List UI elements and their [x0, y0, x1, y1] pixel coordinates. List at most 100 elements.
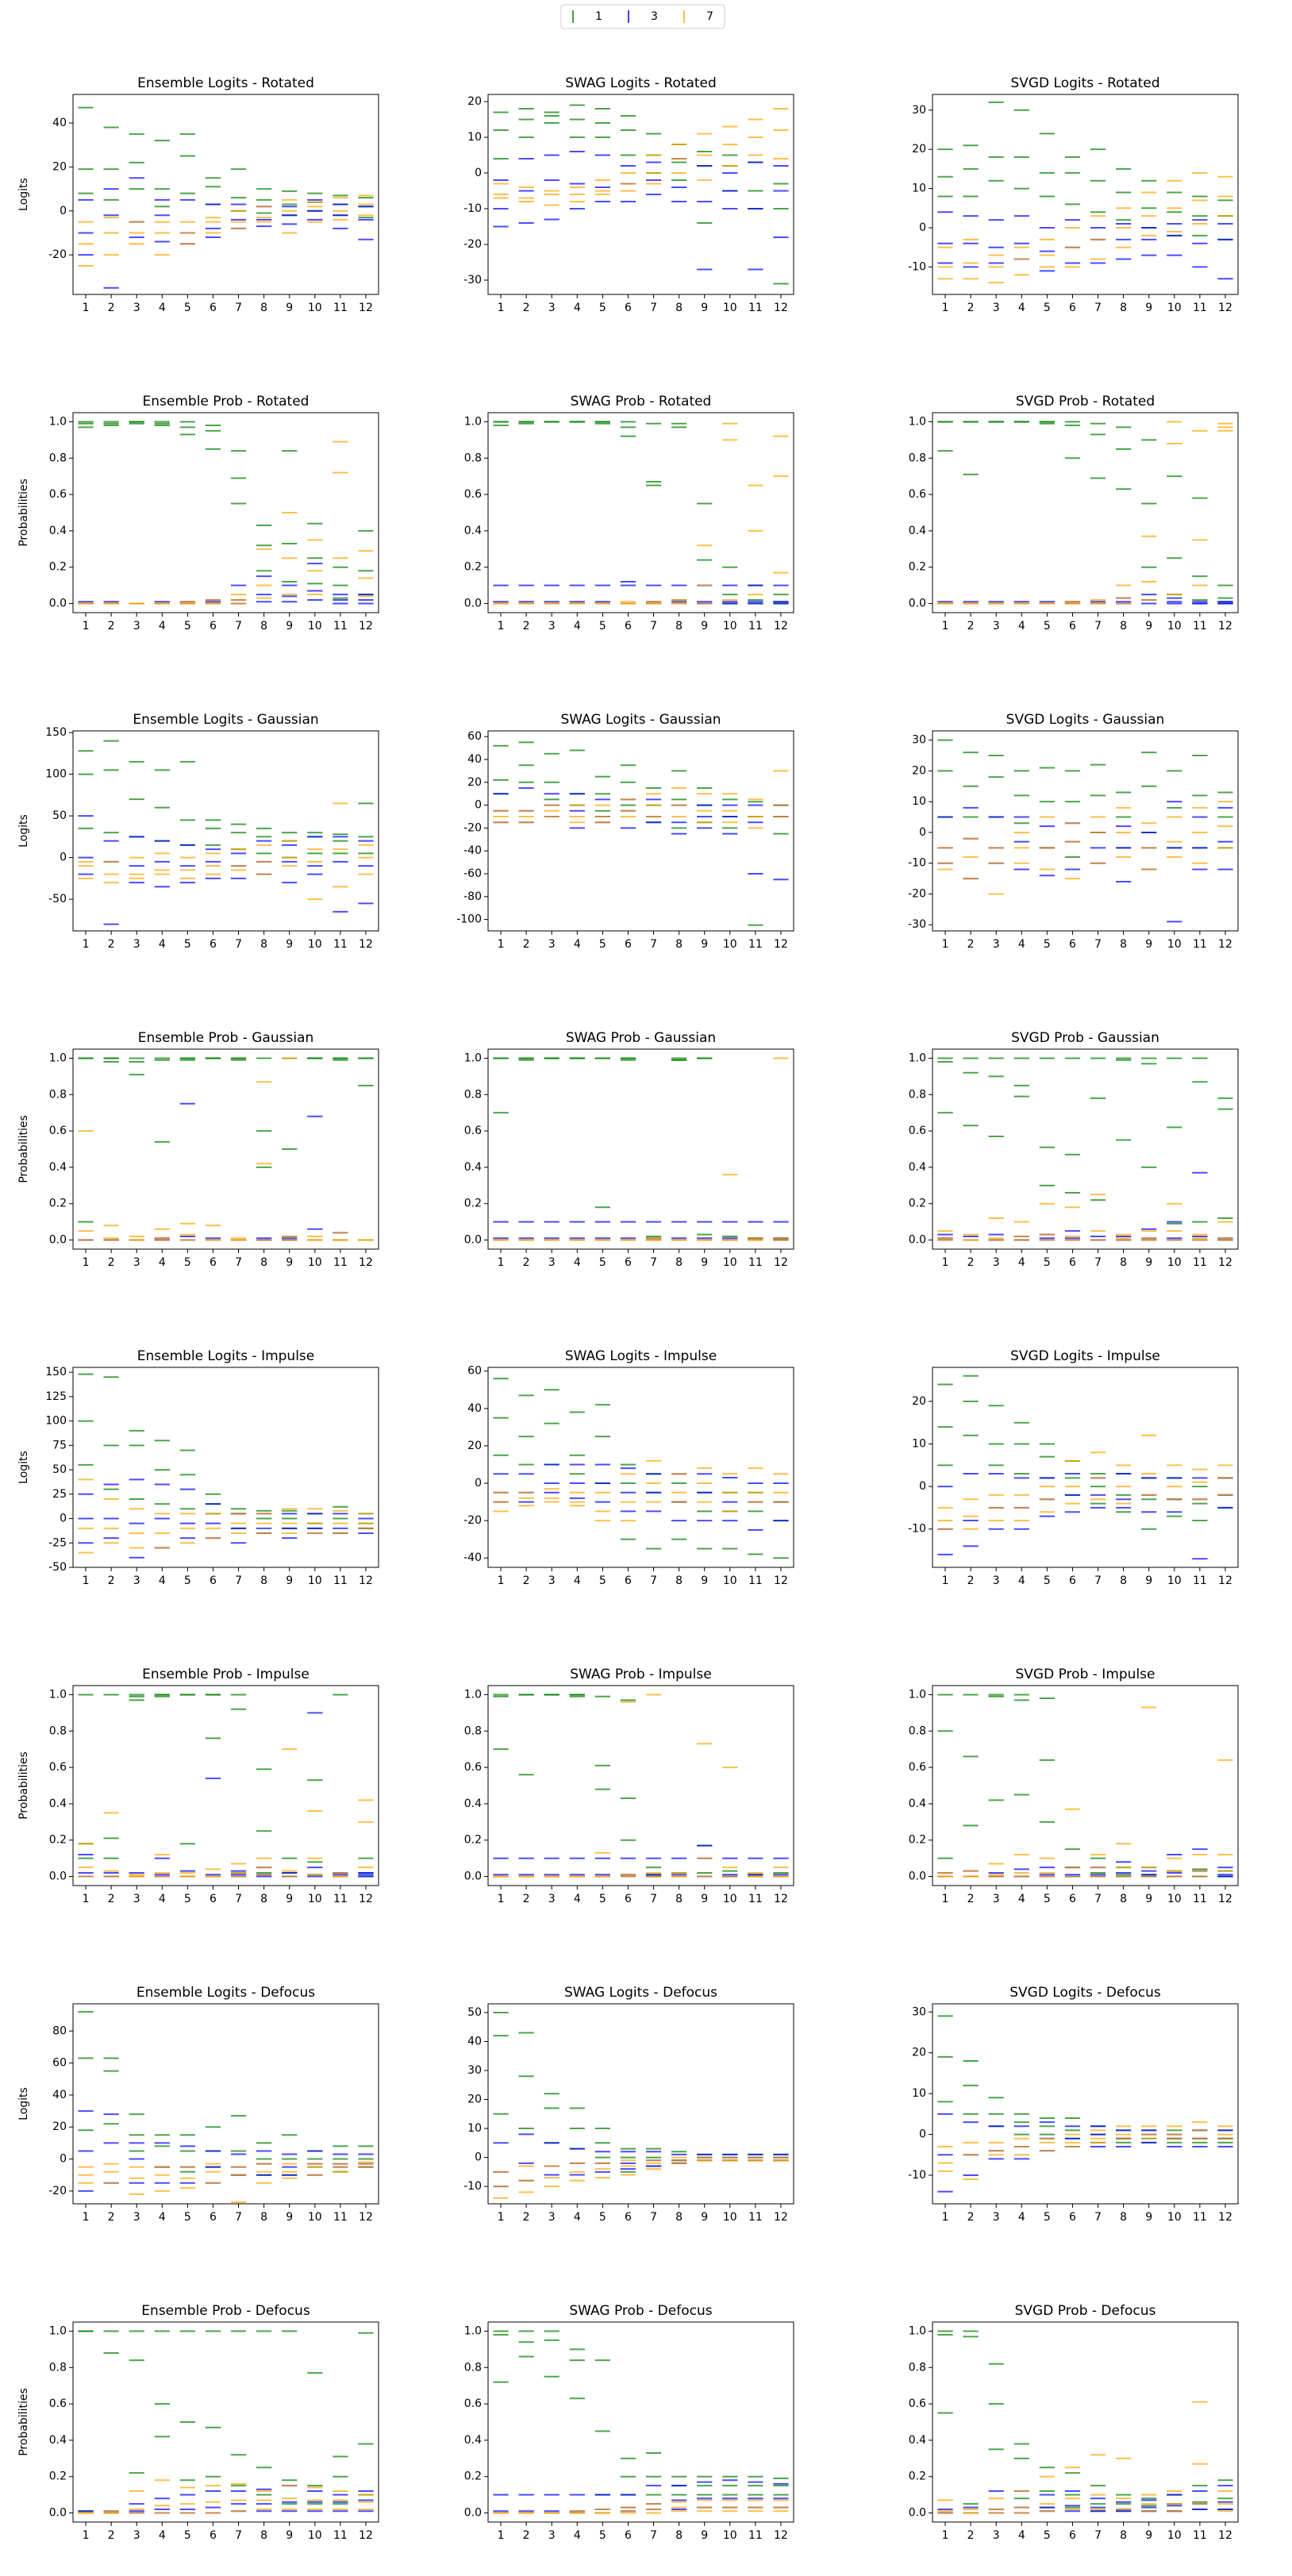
y-tick-label: 0.6: [909, 1761, 926, 1774]
x-tick-label: 3: [993, 1256, 1000, 1269]
x-tick-label: 6: [210, 2529, 217, 2542]
x-tick-label: 11: [1193, 2529, 1207, 2542]
y-tick-label: 0.8: [909, 1724, 926, 1737]
y-tick-label: 0: [60, 2153, 67, 2166]
x-tick-label: 1: [498, 938, 505, 951]
x-tick-label: 9: [286, 1256, 293, 1269]
chart-title: SVGD Prob - Impulse: [1016, 1667, 1155, 1682]
x-tick-label: 8: [1120, 938, 1127, 951]
y-tick-label: 100: [45, 1415, 67, 1428]
y-tick-label: 150: [45, 1366, 67, 1378]
chart-title: SVGD Prob - Defocus: [1015, 2303, 1156, 2319]
x-tick-label: 9: [701, 1256, 708, 1269]
x-tick-label: 8: [675, 1893, 683, 1905]
y-tick-label: 0.2: [909, 561, 926, 574]
x-tick-label: 3: [133, 1256, 140, 1269]
chart-title: SWAG Prob - Gaussian: [566, 1030, 716, 1046]
y-tick-label: 0.8: [909, 452, 926, 464]
x-tick-label: 12: [774, 302, 788, 314]
y-tick-label: -40: [463, 844, 482, 857]
x-tick-label: 10: [1167, 2211, 1182, 2224]
y-tick-label: -10: [463, 202, 482, 215]
y-tick-label: 60: [52, 2057, 67, 2070]
axes-frame: [72, 730, 379, 932]
legend-label: 7: [706, 10, 713, 23]
x-tick-label: 3: [993, 620, 1000, 632]
y-tick-label: -80: [463, 890, 482, 903]
x-tick-label: 4: [1018, 938, 1025, 951]
x-tick-label: 9: [286, 2211, 293, 2224]
y-tick-label: 0.6: [909, 1125, 926, 1137]
x-tick-label: 11: [333, 620, 348, 632]
x-tick-label: 9: [1145, 2529, 1152, 2542]
y-tick-label: -50: [48, 893, 67, 905]
x-tick-label: 11: [748, 2529, 763, 2542]
x-tick-label: 9: [701, 2211, 708, 2224]
x-tick-label: 11: [333, 938, 348, 951]
y-tick-label: -50: [48, 1561, 67, 1574]
y-tick-label: 20: [52, 160, 67, 173]
x-tick-label: 1: [498, 1893, 505, 1905]
x-tick-label: 11: [333, 1574, 348, 1587]
x-tick-label: 12: [359, 1893, 373, 1905]
x-tick-label: 6: [1069, 2529, 1076, 2542]
x-tick-label: 10: [723, 302, 737, 314]
x-tick-label: 2: [523, 1256, 530, 1269]
x-tick-label: 10: [723, 1574, 737, 1587]
x-tick-label: 6: [1069, 620, 1076, 632]
y-tick-label: 20: [912, 2047, 926, 2059]
y-tick-label: 0.4: [49, 1797, 67, 1810]
x-tick-label: 6: [210, 938, 217, 951]
y-tick-label: 0.4: [464, 2434, 482, 2447]
x-tick-label: 2: [967, 620, 975, 632]
chart-title: SVGD Prob - Rotated: [1016, 394, 1155, 409]
x-tick-label: 6: [210, 620, 217, 632]
x-tick-label: 10: [1167, 1893, 1182, 1905]
y-tick-label: 20: [467, 776, 482, 789]
x-tick-label: 11: [333, 2211, 348, 2224]
y-tick-label: 0.6: [464, 1125, 482, 1137]
y-tick-label: 0.4: [909, 1161, 926, 1174]
y-tick-label: 75: [52, 1439, 67, 1451]
x-tick-label: 9: [701, 620, 708, 632]
x-tick-label: 8: [1120, 302, 1127, 314]
y-tick-label: 20: [912, 1395, 926, 1408]
y-tick-label: -60: [463, 867, 482, 880]
y-tick-label: 0.2: [49, 2470, 67, 2483]
x-tick-label: 3: [993, 1574, 1000, 1587]
x-tick-label: 5: [599, 1256, 606, 1269]
y-axis-label: Logits: [17, 1451, 30, 1484]
x-tick-label: 8: [675, 2529, 683, 2542]
x-tick-label: 8: [675, 620, 683, 632]
x-tick-label: 6: [625, 1574, 632, 1587]
x-tick-label: 7: [1094, 938, 1102, 951]
x-tick-label: 9: [701, 1893, 708, 1905]
axes-frame: [932, 1367, 1239, 1568]
y-tick-label: 0.2: [49, 561, 67, 574]
x-tick-label: 10: [1167, 938, 1182, 951]
axes-frame: [72, 2321, 379, 2523]
x-tick-label: 8: [1120, 1256, 1127, 1269]
y-tick-label: 0.2: [464, 1834, 482, 1847]
legend-label: 3: [651, 10, 658, 23]
chart-title: SWAG Prob - Rotated: [571, 394, 712, 409]
x-tick-label: 3: [548, 620, 556, 632]
x-tick-label: 11: [748, 302, 763, 314]
y-tick-label: -40: [463, 1551, 482, 1564]
x-tick-label: 6: [625, 1256, 632, 1269]
x-tick-label: 3: [548, 1574, 556, 1587]
y-tick-label: 0: [475, 167, 482, 179]
y-tick-label: 1.0: [909, 2324, 926, 2337]
x-tick-label: 10: [1167, 1574, 1182, 1587]
x-tick-label: 6: [210, 1574, 217, 1587]
x-tick-label: 5: [184, 1574, 191, 1587]
x-tick-label: 8: [675, 1574, 683, 1587]
x-tick-label: 9: [1145, 1574, 1152, 1587]
y-tick-label: 10: [912, 2087, 926, 2100]
y-tick-label: 1.0: [909, 1688, 926, 1701]
x-tick-label: 3: [133, 302, 140, 314]
y-tick-label: 0.6: [49, 1125, 67, 1137]
x-tick-label: 5: [1044, 2529, 1051, 2542]
x-tick-label: 12: [1218, 2211, 1232, 2224]
x-tick-label: 3: [993, 302, 1000, 314]
